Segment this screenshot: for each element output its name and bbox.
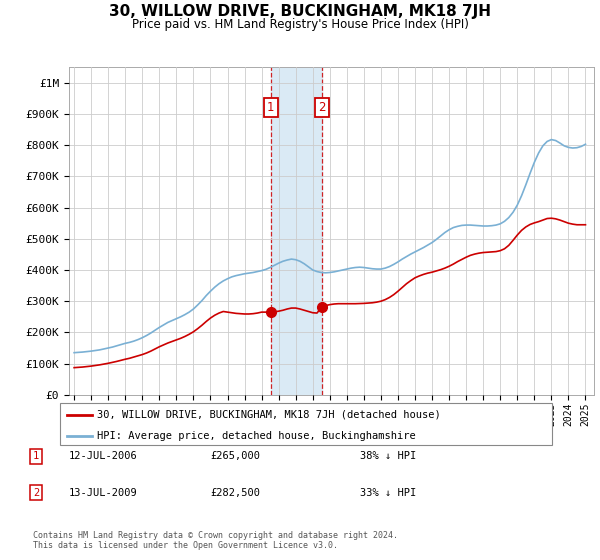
Text: 1: 1 — [33, 451, 39, 461]
Text: 2: 2 — [33, 488, 39, 498]
Text: 1: 1 — [267, 101, 275, 114]
Text: Price paid vs. HM Land Registry's House Price Index (HPI): Price paid vs. HM Land Registry's House … — [131, 18, 469, 31]
Text: 2: 2 — [318, 101, 326, 114]
Text: £265,000: £265,000 — [210, 451, 260, 461]
Text: 30, WILLOW DRIVE, BUCKINGHAM, MK18 7JH (detached house): 30, WILLOW DRIVE, BUCKINGHAM, MK18 7JH (… — [97, 410, 440, 420]
Bar — [271, 67, 322, 395]
Text: Contains HM Land Registry data © Crown copyright and database right 2024.
This d: Contains HM Land Registry data © Crown c… — [33, 531, 398, 550]
Text: 33% ↓ HPI: 33% ↓ HPI — [360, 488, 416, 498]
Text: 38% ↓ HPI: 38% ↓ HPI — [360, 451, 416, 461]
Text: HPI: Average price, detached house, Buckinghamshire: HPI: Average price, detached house, Buck… — [97, 431, 416, 441]
Text: 12-JUL-2006: 12-JUL-2006 — [69, 451, 138, 461]
Text: £282,500: £282,500 — [210, 488, 260, 498]
FancyBboxPatch shape — [60, 403, 552, 445]
Text: 30, WILLOW DRIVE, BUCKINGHAM, MK18 7JH: 30, WILLOW DRIVE, BUCKINGHAM, MK18 7JH — [109, 4, 491, 20]
Text: 13-JUL-2009: 13-JUL-2009 — [69, 488, 138, 498]
